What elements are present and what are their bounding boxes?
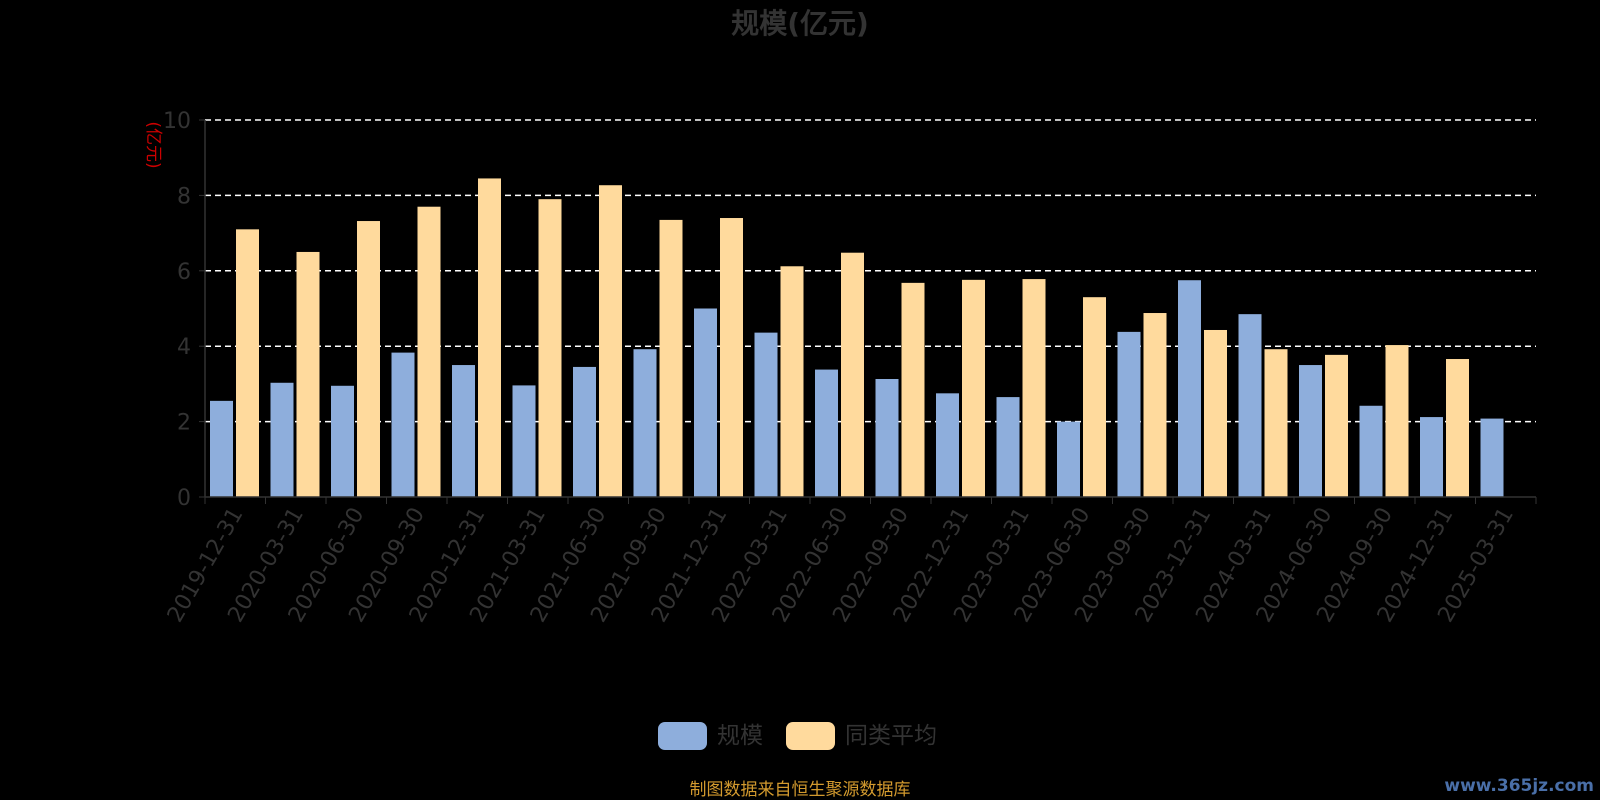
bar-peer-average xyxy=(901,282,925,497)
bar-peer-average xyxy=(841,252,864,497)
bar-scale xyxy=(754,332,778,497)
bar-scale xyxy=(694,308,717,497)
bar-peer-average xyxy=(720,218,743,497)
bar-peer-average xyxy=(357,221,380,497)
data-source-note: 制图数据来自恒生聚源数据库 xyxy=(690,780,911,800)
y-tick-label: 2 xyxy=(177,411,191,436)
bar-scale xyxy=(875,378,899,497)
bars xyxy=(210,178,1504,498)
watermark-text: www.365jz.com xyxy=(1444,776,1594,796)
y-tick-label: 8 xyxy=(177,184,191,209)
bar-scale xyxy=(452,365,475,497)
bar-scale xyxy=(391,352,415,497)
bar-scale xyxy=(210,400,233,497)
bar-scale xyxy=(1057,421,1080,497)
legend-swatch xyxy=(658,722,707,750)
bar-scale xyxy=(1420,417,1443,497)
legend-swatch xyxy=(786,722,835,750)
bar-peer-average xyxy=(1264,349,1288,497)
bar-peer-average xyxy=(236,229,259,497)
bar-peer-average xyxy=(296,251,320,497)
legend: 规模 同类平均 xyxy=(658,722,937,750)
y-axis-ticks: 0 2 4 6 8 10 xyxy=(163,109,205,511)
y-tick-label: 0 xyxy=(177,486,191,511)
bar-peer-average xyxy=(417,206,441,497)
bar-peer-average xyxy=(962,279,985,497)
bar-peer-average xyxy=(1385,345,1409,497)
bar-scale xyxy=(270,382,294,497)
bar-scale xyxy=(1238,314,1262,497)
bar-peer-average xyxy=(538,199,562,498)
legend-label: 规模 xyxy=(717,723,763,749)
bar-peer-average xyxy=(1325,354,1348,497)
bar-scale xyxy=(573,366,596,497)
bar-scale xyxy=(936,393,959,497)
bar-scale xyxy=(512,385,536,497)
bar-peer-average xyxy=(1083,297,1106,497)
bar-peer-average xyxy=(599,185,622,497)
bar-scale xyxy=(996,397,1020,497)
bar-scale xyxy=(1299,365,1322,497)
bar-peer-average xyxy=(1446,359,1469,497)
bar-peer-average xyxy=(1143,313,1167,497)
y-tick-label: 6 xyxy=(177,260,191,285)
bar-peer-average xyxy=(659,219,683,497)
bar-peer-average xyxy=(1204,329,1227,497)
y-axis-unit-label: (亿元) xyxy=(143,121,163,168)
bar-peer-average xyxy=(478,178,501,497)
bar-peer-average xyxy=(1022,279,1046,497)
legend-label: 同类平均 xyxy=(845,723,937,749)
bar-scale xyxy=(1117,331,1141,497)
bar-scale xyxy=(633,349,657,497)
bar-scale xyxy=(1359,405,1383,497)
bar-scale xyxy=(1178,280,1201,497)
bar-scale xyxy=(331,385,354,497)
bar-peer-average xyxy=(780,266,804,497)
x-axis-ticks: 2019-12-312020-03-312020-06-302020-09-30… xyxy=(163,497,1537,627)
y-tick-label: 4 xyxy=(177,335,191,360)
y-tick-label: 10 xyxy=(163,109,191,134)
bar-scale xyxy=(1480,418,1504,497)
bar-scale xyxy=(815,369,838,497)
chart-title: 规模(亿元) xyxy=(731,7,869,40)
